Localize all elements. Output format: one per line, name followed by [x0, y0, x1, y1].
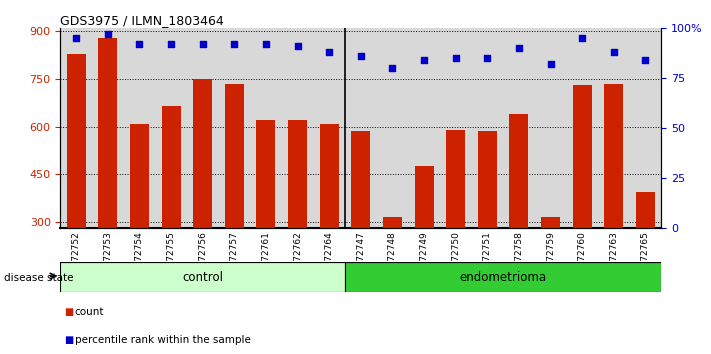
- Point: [481, 56, 493, 61]
- Bar: [225, 84, 244, 317]
- Bar: [383, 217, 402, 317]
- Text: endometrioma: endometrioma: [459, 270, 547, 284]
- Point: [166, 41, 177, 47]
- Point: [577, 35, 588, 41]
- FancyBboxPatch shape: [345, 262, 661, 292]
- Text: GDS3975 / ILMN_1803464: GDS3975 / ILMN_1803464: [60, 14, 224, 27]
- Bar: [471, 28, 503, 228]
- Bar: [92, 28, 124, 228]
- Bar: [598, 28, 630, 228]
- Bar: [314, 28, 345, 228]
- Bar: [345, 28, 377, 228]
- Text: disease state: disease state: [4, 273, 73, 283]
- Bar: [604, 84, 624, 317]
- Point: [260, 41, 272, 47]
- Point: [134, 41, 145, 47]
- Bar: [440, 28, 471, 228]
- Point: [387, 65, 398, 71]
- Bar: [67, 54, 86, 317]
- Point: [355, 53, 367, 59]
- Text: ■: ■: [64, 335, 73, 345]
- Point: [292, 44, 304, 49]
- Bar: [155, 28, 187, 228]
- Bar: [288, 120, 307, 317]
- Point: [197, 41, 208, 47]
- Bar: [630, 28, 661, 228]
- Bar: [415, 166, 434, 317]
- Bar: [320, 124, 338, 317]
- Bar: [636, 192, 655, 317]
- Bar: [193, 79, 212, 317]
- Bar: [541, 217, 560, 317]
- Bar: [161, 106, 181, 317]
- Point: [229, 41, 240, 47]
- Bar: [130, 124, 149, 317]
- Text: count: count: [75, 307, 104, 316]
- Text: percentile rank within the sample: percentile rank within the sample: [75, 335, 250, 345]
- Bar: [510, 114, 528, 317]
- Bar: [98, 38, 117, 317]
- Bar: [408, 28, 440, 228]
- Bar: [535, 28, 567, 228]
- FancyBboxPatch shape: [60, 262, 345, 292]
- Point: [545, 62, 556, 67]
- Bar: [567, 28, 598, 228]
- Bar: [250, 28, 282, 228]
- Bar: [218, 28, 250, 228]
- Point: [640, 57, 651, 63]
- Bar: [187, 28, 218, 228]
- Bar: [351, 131, 370, 317]
- Point: [608, 50, 619, 55]
- Bar: [447, 130, 465, 317]
- Bar: [572, 85, 592, 317]
- Bar: [478, 131, 497, 317]
- Text: control: control: [182, 270, 223, 284]
- Point: [70, 35, 82, 41]
- Point: [102, 32, 114, 37]
- Bar: [503, 28, 535, 228]
- Bar: [60, 28, 92, 228]
- Bar: [282, 28, 314, 228]
- Point: [450, 56, 461, 61]
- Bar: [377, 28, 408, 228]
- Text: ■: ■: [64, 307, 73, 316]
- Bar: [124, 28, 155, 228]
- Point: [513, 46, 525, 51]
- Point: [324, 50, 335, 55]
- Bar: [257, 120, 275, 317]
- Point: [418, 57, 429, 63]
